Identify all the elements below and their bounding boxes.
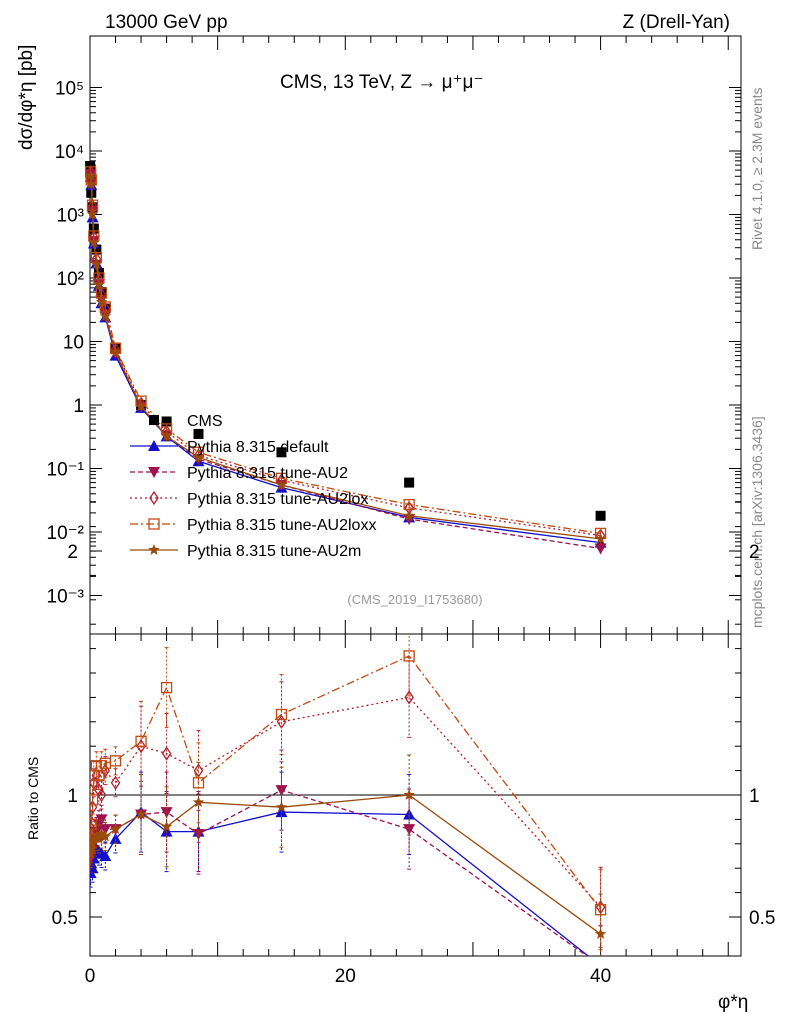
main-ytick-label: 10: [63, 333, 84, 354]
main-data-point: [193, 428, 204, 439]
ratio-data-point: [109, 832, 122, 844]
ratio-data-point: [403, 650, 415, 662]
legend-label: Pythia 8.315 tune-AU2loxx: [187, 517, 376, 534]
ratio-axis-label: Ratio to CMS: [25, 757, 41, 840]
legend-marker: [148, 440, 160, 451]
ratio-data-point: [160, 681, 173, 694]
main-ytick-label: 10²: [57, 269, 84, 290]
main-data-point: [90, 258, 103, 270]
main-series-line: [89, 175, 601, 540]
ratio-data-point: [99, 830, 112, 842]
legend-marker: [148, 544, 160, 555]
main-title: CMS, 13 TeV, Z → μ⁺μ⁻: [280, 72, 484, 93]
ratio-data-point: [93, 832, 105, 844]
main-series-line: [89, 176, 601, 544]
analysis-id: (CMS_2019_I1753680): [347, 592, 482, 607]
mcplots-label: mcplots.cern.ch [arXiv:1306.3436]: [749, 416, 765, 628]
main-data-point: [160, 430, 173, 442]
main-ytick-label: 10⁻³: [47, 587, 85, 608]
ratio-data-point: [160, 820, 173, 832]
main-ytick-label: 10⁵: [55, 79, 84, 100]
ratio-data-point: [95, 760, 108, 772]
ratio-data-point: [135, 808, 147, 820]
ratio-data-point: [109, 755, 122, 767]
main-data-point: [93, 278, 105, 290]
ratio-data-point: [275, 801, 288, 813]
ratio-data-point: [403, 824, 416, 836]
ratio-data-point: [90, 794, 99, 806]
ratio-ytick-label: 0.5: [52, 908, 78, 929]
ratio-data-point: [95, 828, 108, 839]
x-tick-label: 20: [335, 966, 356, 987]
legend-label: Pythia 8.315 tune-AU2: [187, 465, 348, 482]
ratio-data-point: [403, 789, 415, 800]
ratio-data-point: [90, 830, 103, 842]
main-data-point: [404, 477, 415, 488]
main-ytick-label: 10³: [57, 206, 84, 227]
legend-marker: [148, 518, 160, 530]
x-tick-label: 40: [590, 966, 611, 987]
legend-marker: [149, 415, 159, 425]
main-data-point: [192, 451, 205, 463]
ratio-data-point: [99, 850, 112, 861]
main-data-point: [99, 310, 112, 322]
legend-marker: [148, 467, 160, 478]
main-data-point: [85, 178, 97, 190]
ratio-data-point: [135, 735, 147, 747]
ratio-data-point: [275, 785, 288, 797]
ratio-data-point: [109, 823, 122, 835]
x-axis-label: φ*η: [718, 992, 748, 1013]
ratio-data-point: [192, 796, 205, 808]
main-ytick-label: 10⁻¹: [47, 460, 85, 481]
ratio-ytick-label: 2: [67, 542, 78, 563]
ratio-ytick-label: 1: [67, 786, 78, 807]
main-ytick-label: 1: [73, 396, 84, 417]
main-data-point: [403, 498, 415, 511]
main-data-point: [276, 447, 287, 458]
legend-label: Pythia 8.315 tune-AU2lox: [187, 491, 368, 508]
main-data-point: [161, 416, 172, 427]
ratio-ytick-label-right: 0.5: [749, 908, 775, 929]
main-data-point: [403, 509, 415, 521]
header-right: Z (Drell-Yan): [623, 12, 730, 33]
main-data-point: [86, 208, 99, 220]
main-ytick-label: 10⁻²: [47, 523, 85, 544]
main-data-point: [594, 543, 607, 555]
main-data-point: [595, 510, 606, 521]
ratio-data-point: [99, 824, 112, 836]
main-data-point: [88, 236, 100, 248]
header-left: 13000 GeV pp: [105, 12, 228, 33]
ratio-data-point: [275, 708, 288, 721]
main-data-point: [275, 478, 288, 490]
legend-label: Pythia 8.315 tune-AU2m: [187, 543, 361, 560]
ratio-series-group: [90, 634, 607, 956]
main-data-point: [594, 532, 607, 544]
ratio-data-point: [161, 746, 172, 761]
ratio-data-point: [136, 739, 146, 754]
legend-label: Pythia 8.315 default: [187, 439, 329, 456]
ratio-series-line: [90, 696, 602, 908]
ratio-ytick-label-right: 2: [749, 542, 760, 563]
legend-label: CMS: [187, 413, 223, 430]
ratio-data-point: [594, 928, 607, 939]
ratio-data-point: [96, 787, 107, 803]
main-data-point: [84, 169, 97, 181]
main-data-point: [95, 295, 108, 307]
ratio-data-point: [404, 690, 414, 705]
main-data-point: [91, 244, 102, 255]
legend-marker: [149, 490, 159, 506]
ratio-ytick-label-right: 1: [749, 786, 760, 807]
main-data-point: [135, 400, 147, 412]
y-axis-label: dσ/dφ*η [pb]: [16, 45, 37, 150]
x-tick-label: 0: [85, 966, 96, 987]
rivet-label: Rivet 4.1.0, ≥ 2.3M events: [749, 87, 765, 250]
main-data-point: [109, 346, 122, 357]
main-ytick-label: 10⁴: [55, 142, 84, 163]
ratio-data-point: [110, 775, 121, 790]
